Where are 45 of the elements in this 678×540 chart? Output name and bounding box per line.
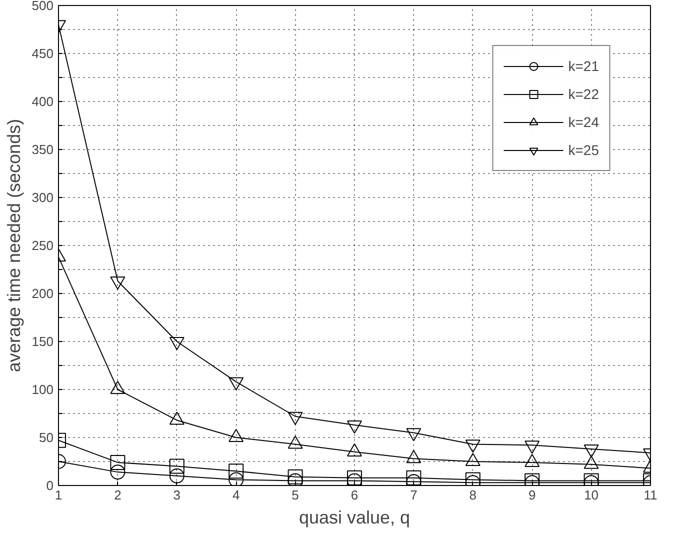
y-axis-title: average time needed (seconds) — [4, 118, 24, 372]
legend-label: k=25 — [568, 142, 599, 158]
y-tick-label: 450 — [32, 46, 54, 61]
y-tick-label: 350 — [32, 142, 54, 157]
legend-label: k=21 — [568, 58, 599, 74]
x-tick-label: 1 — [54, 488, 62, 502]
point — [288, 436, 303, 449]
y-tick-label: 150 — [32, 334, 54, 349]
x-tick-label: 2 — [114, 488, 122, 502]
point — [228, 428, 244, 442]
point — [169, 468, 184, 484]
x-tick-label: 6 — [350, 488, 358, 502]
point — [110, 380, 126, 394]
y-tick-label: 100 — [32, 382, 54, 397]
point — [347, 470, 362, 486]
point — [347, 443, 362, 456]
point — [228, 472, 244, 486]
point — [406, 470, 422, 486]
x-tick-label: 4 — [232, 488, 240, 502]
x-tick-label: 10 — [584, 488, 599, 502]
point — [110, 454, 126, 470]
x-tick-label: 9 — [528, 488, 536, 502]
x-axis-title: quasi value, q — [298, 508, 410, 528]
y-tick-label: 0 — [46, 478, 54, 493]
y-tick-label: 50 — [39, 430, 54, 445]
legend-label: k=22 — [568, 86, 599, 102]
x-tick-label: 3 — [173, 488, 181, 502]
point — [465, 452, 480, 466]
y-tick-label: 250 — [32, 238, 54, 253]
x-tick-label: 5 — [292, 488, 299, 502]
y-tick-label: 400 — [32, 94, 54, 109]
y-tick-label: 300 — [32, 190, 54, 205]
point — [169, 458, 184, 474]
x-tick-label: 8 — [469, 488, 477, 502]
point — [288, 469, 303, 484]
legend-label: k=24 — [568, 114, 599, 130]
x-tick-label: 7 — [410, 488, 418, 502]
point — [406, 450, 422, 464]
y-tick-label: 500 — [32, 0, 54, 13]
point — [584, 456, 599, 469]
point — [465, 472, 480, 486]
y-tick-label: 200 — [32, 286, 54, 301]
point — [169, 412, 184, 425]
point — [524, 454, 540, 467]
x-tick-label: 11 — [644, 488, 658, 502]
